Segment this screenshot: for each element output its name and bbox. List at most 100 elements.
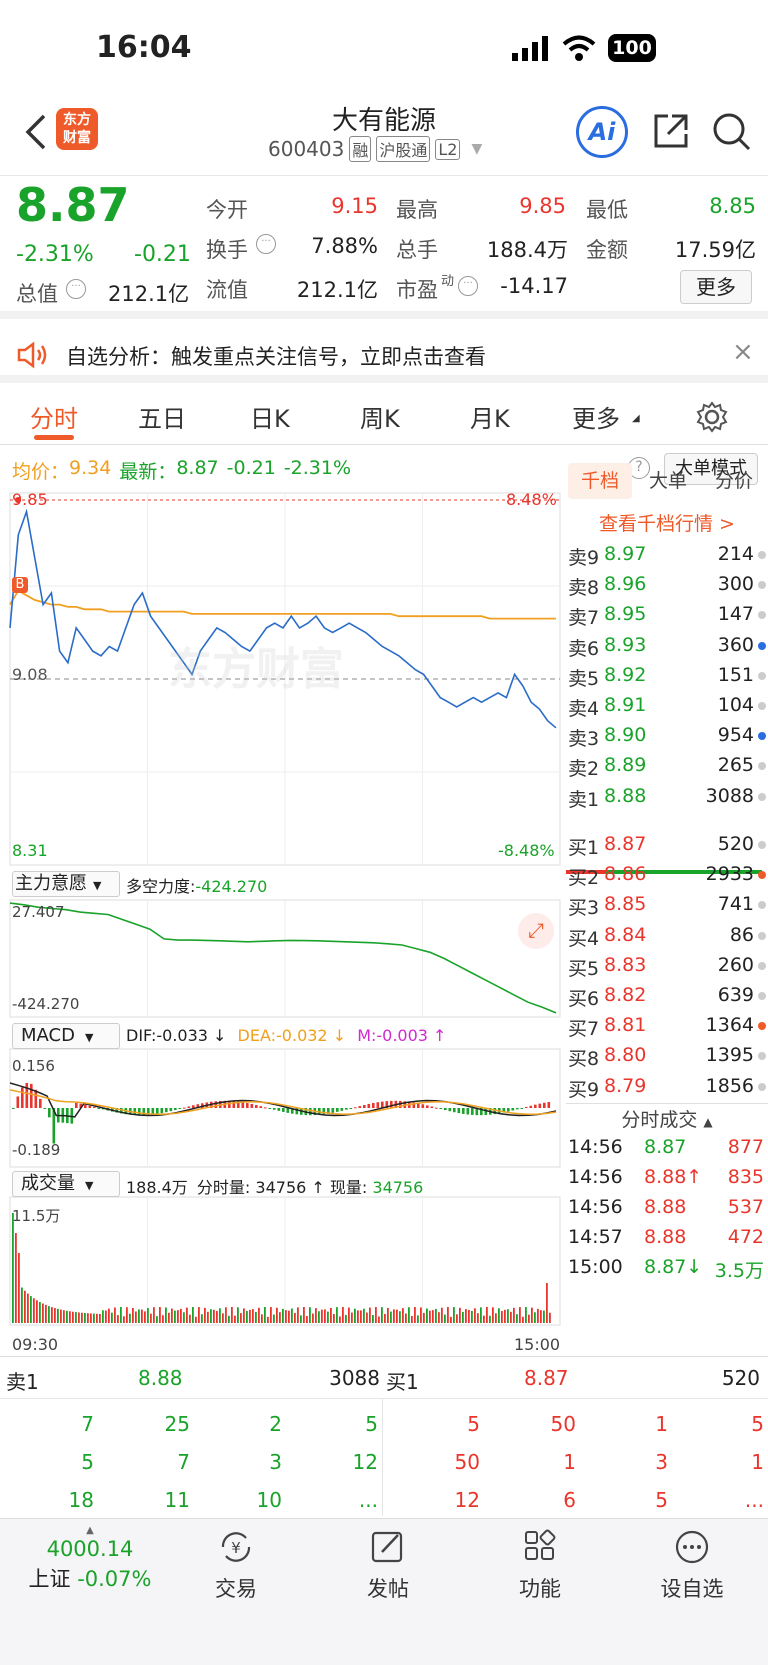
info-dots-icon[interactable]: ··· (458, 276, 478, 296)
tab-five-day[interactable]: 五日 (138, 405, 186, 433)
macd-bar (48, 1108, 51, 1118)
book-ask-cell: 5 (81, 1450, 94, 1474)
volume-bar (417, 1315, 419, 1323)
ticks-title[interactable]: 分时成交 ▲ (566, 1105, 768, 1132)
ask-row[interactable]: 卖4 8.91 104 (566, 690, 768, 722)
book-ask-cell: 25 (164, 1412, 190, 1436)
info-dots-icon[interactable]: ··· (256, 234, 276, 254)
tick-row: 14:57 8.88 472 (566, 1223, 768, 1254)
book-ask-price: 8.88 (138, 1366, 183, 1390)
bid-row[interactable]: 买2 8.86 2933 (566, 859, 768, 891)
volume-bar (459, 1307, 461, 1323)
big-order-mode-button[interactable]: 大单模式 (664, 453, 758, 485)
more-button[interactable]: 更多 (680, 270, 752, 304)
ask-row[interactable]: 卖2 8.89 265 (566, 750, 768, 782)
macd-bar (453, 1108, 456, 1113)
macd-bar (268, 1108, 272, 1109)
volume-bar (234, 1315, 236, 1323)
volume-bar (282, 1308, 284, 1323)
bid-row[interactable]: 买7 8.81 1364 (566, 1010, 768, 1042)
svg-text:¥: ¥ (231, 1539, 241, 1557)
ask-row[interactable]: 卖1 8.88 3088 (566, 781, 768, 813)
tab-daily-k[interactable]: 日K (250, 405, 290, 433)
volume-bar (507, 1309, 509, 1323)
order-dot (758, 1082, 766, 1091)
ask-row[interactable]: 卖3 8.90 954 (566, 720, 768, 752)
side-tab-level[interactable]: 千档 (568, 463, 632, 499)
turnover-label: 换手 (206, 238, 248, 262)
side-tab-price[interactable]: 分价 (702, 463, 766, 499)
macd-bar (471, 1108, 474, 1115)
add-watchlist-button[interactable]: 设自选 (632, 1529, 752, 1603)
expand-icon[interactable]: ⤢ (518, 913, 554, 949)
main-force-selector[interactable]: 主力意愿 ▼ (12, 871, 120, 897)
side-tab-price-label: 分价 (714, 470, 753, 492)
tab-intraday[interactable]: 分时 (30, 405, 78, 433)
info-percent: -2.31% (283, 457, 352, 479)
volume-bar (24, 1290, 26, 1323)
book-ask-cell: 12 (352, 1450, 378, 1474)
search-icon[interactable] (712, 112, 752, 156)
trade-button[interactable]: ¥ 交易 (176, 1529, 296, 1603)
analysis-banner[interactable]: 自选分析：触发重点关注信号，立即点击查看 × (0, 327, 768, 383)
stock-code-row: 600403 融 沪股通 L2 ▼ (268, 136, 482, 162)
dea-label: DEA: (237, 1026, 277, 1045)
tab-monthly-k[interactable]: 月K (470, 405, 510, 433)
ai-button[interactable]: Ai (576, 106, 628, 158)
ask-row[interactable]: 卖5 8.92 151 (566, 660, 768, 692)
dots-circle-icon (675, 1530, 709, 1564)
bid-row[interactable]: 买3 8.85 741 (566, 889, 768, 921)
macd-selector[interactable]: MACD ▼ (12, 1023, 120, 1049)
bid-row[interactable]: 买4 8.84 86 (566, 920, 768, 952)
functions-button[interactable]: 功能 (480, 1529, 600, 1603)
ask-row[interactable]: 卖8 8.96 300 (566, 569, 768, 601)
bid-price: 8.86 (604, 863, 647, 886)
volume-bar (153, 1307, 155, 1323)
side-tab-big-order[interactable]: 大单 (636, 463, 700, 499)
bid-row[interactable]: 买1 8.87 520 (566, 829, 768, 861)
bid-volume: 741 (717, 893, 754, 916)
order-dot (758, 841, 766, 849)
volume-bar (156, 1316, 158, 1323)
volume-selector[interactable]: 成交量 ▼ (12, 1171, 120, 1197)
bid-row[interactable]: 买5 8.83 260 (566, 950, 768, 982)
share-icon[interactable] (652, 112, 690, 154)
high-value: 9.85 (519, 194, 566, 218)
volume-bar (492, 1307, 494, 1323)
tab-more[interactable]: 更多 (572, 405, 620, 433)
volume-bar (117, 1315, 119, 1323)
bid-level: 买4 (568, 927, 600, 950)
volume-bar (249, 1309, 251, 1323)
ask-row[interactable]: 卖7 8.95 147 (566, 599, 768, 631)
close-icon[interactable]: × (732, 337, 754, 367)
battery-icon: 100 (608, 34, 656, 62)
volume-bar (339, 1316, 341, 1323)
ask-level: 卖6 (568, 637, 600, 660)
bid-row[interactable]: 买6 8.82 639 (566, 980, 768, 1012)
level-detail-link[interactable]: 查看千档行情 > (599, 513, 735, 535)
order-dot (758, 671, 766, 680)
change-percent: -2.31% (16, 242, 94, 267)
tick-time: 15:00 (568, 1256, 623, 1278)
macd-bar (264, 1107, 267, 1109)
macd-bar (484, 1108, 488, 1116)
gear-icon[interactable] (696, 401, 728, 437)
book-bid-cell: 12 (454, 1488, 480, 1512)
macd-bar (93, 1106, 96, 1108)
caret-down-icon[interactable]: ▼ (471, 141, 483, 157)
ask-row[interactable]: 卖9 8.97 214 (566, 539, 768, 571)
bid-row[interactable]: 买9 8.79 1856 (566, 1071, 768, 1103)
bid-row[interactable]: 买8 8.80 1395 (566, 1040, 768, 1072)
info-dots-icon[interactable]: ··· (66, 279, 86, 299)
back-button[interactable] (22, 112, 52, 152)
tab-weekly-k[interactable]: 周K (360, 405, 400, 433)
index-ticker[interactable]: ▲ 4000.14 上证 -0.07% (20, 1525, 160, 1593)
macd-bar (390, 1100, 393, 1108)
pe-sup: 动 (441, 274, 455, 289)
volume-bar (21, 1287, 23, 1323)
post-button[interactable]: 发帖 (328, 1529, 448, 1603)
badge-hk-connect: 沪股通 (376, 136, 431, 162)
intraday-chart[interactable] (0, 445, 566, 1360)
macd-bar (399, 1100, 402, 1108)
ask-row[interactable]: 卖6 8.93 360 (566, 630, 768, 662)
